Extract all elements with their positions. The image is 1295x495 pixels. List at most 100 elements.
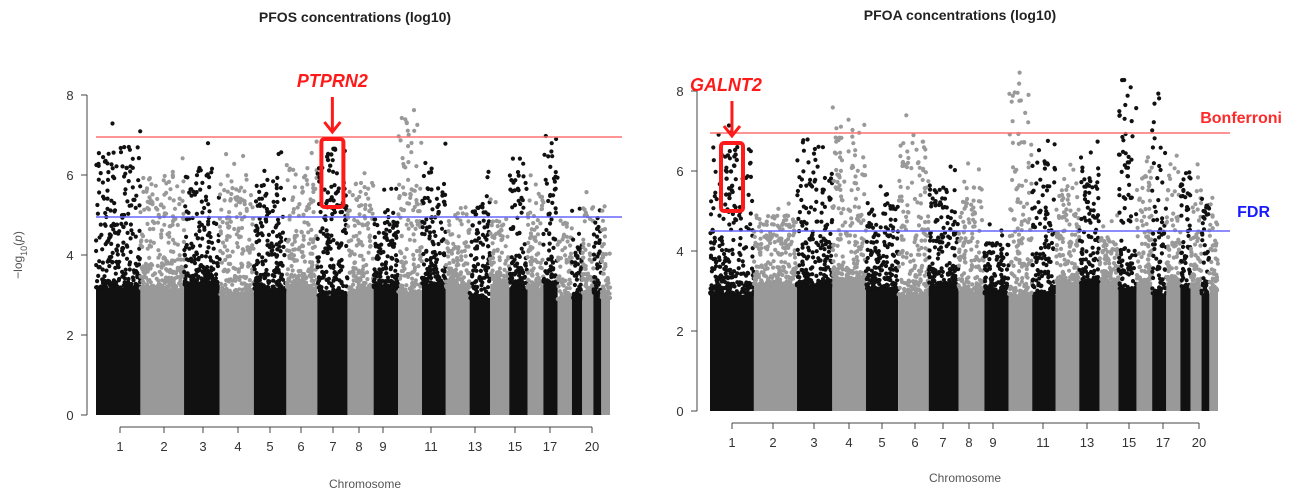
x-tick-label: 2 [160, 439, 167, 454]
chr-22-points [599, 204, 613, 415]
annotation-arrowhead [722, 125, 742, 139]
chr-20-points [580, 190, 596, 415]
chr-14-points [1097, 213, 1121, 411]
pfoa-chart-title: PFOA concentrations (log10) [864, 7, 1056, 23]
annotation-box [719, 141, 745, 213]
chr-11-points [1030, 138, 1058, 411]
y-tick-label: 6 [66, 168, 73, 183]
x-tick-label: 6 [911, 435, 918, 450]
pfos-axes: 0 2 4 6 8 1 2 3 4 5 6 7 8 9 11 13 15 17 20 [66, 88, 599, 454]
pfos-annotation: PTPRN2 [297, 71, 368, 209]
chr-4-points [217, 152, 256, 415]
y-tick-label: 8 [66, 88, 73, 103]
chr-19-points [1178, 170, 1193, 411]
x-tick-label: 5 [266, 439, 273, 454]
pfos-gene-label: PTPRN2 [297, 71, 368, 91]
y-tick-label: 0 [676, 404, 683, 419]
chr-21-points [1199, 196, 1212, 411]
pfoa-axes: 0 2 4 6 8 1 2 3 4 5 6 7 8 9 11 13 15 17 20 [676, 84, 1206, 450]
x-tick-label: 1 [728, 435, 735, 450]
chr-4-points [830, 105, 869, 411]
chr-6-points [896, 113, 931, 411]
chr-9-points [982, 222, 1011, 411]
chr-10-points [1007, 70, 1035, 411]
chr-13-points [1077, 139, 1102, 411]
chr-14-points [488, 197, 511, 415]
x-tick-label: 20 [1192, 435, 1206, 450]
x-tick-label: 11 [1036, 435, 1050, 450]
chr-7-points [926, 164, 961, 411]
chr-6-points [284, 139, 320, 415]
chr-20-points [1188, 162, 1204, 411]
chr-12-points [443, 205, 472, 415]
chr-18-points [555, 218, 574, 415]
pfoa-annotation: GALNT2 [690, 75, 762, 213]
chr-16-points [525, 173, 546, 415]
x-tick-label: 17 [1156, 435, 1170, 450]
pfos-x-axis-label: Chromosome [329, 477, 401, 491]
x-tick-label: 4 [234, 439, 241, 454]
x-tick-label: 3 [810, 435, 817, 450]
chr-12-points [1054, 162, 1082, 411]
x-tick-label: 15 [508, 439, 522, 454]
x-tick-label: 13 [1080, 435, 1094, 450]
chr-8-points [956, 161, 987, 411]
chr-9-points [371, 186, 400, 415]
chr-22-points [1207, 195, 1220, 411]
x-tick-label: 9 [379, 439, 386, 454]
chr-15-points [1116, 77, 1139, 411]
x-tick-label: 11 [424, 439, 438, 454]
chr-3-points [794, 137, 835, 411]
pfoa-gene-label: GALNT2 [690, 75, 762, 95]
pfoa-threshold-lines [710, 132, 1230, 232]
pfos-chart-title: PFOS concentrations (log10) [259, 9, 451, 25]
x-tick-label: 15 [1122, 435, 1136, 450]
x-tick-label: 6 [297, 439, 304, 454]
chr-8-points [345, 171, 376, 415]
y-tick-label: 4 [676, 244, 683, 259]
x-tick-label: 8 [965, 435, 972, 450]
chr-7-points [315, 146, 350, 415]
x-tick-label: 7 [939, 435, 946, 450]
chr-17-points [1150, 91, 1169, 411]
chr-2-points [138, 156, 187, 415]
pfoa-manhattan-plot: PFOA concentrations (log10) Chromosome 0… [676, 7, 1282, 485]
y-tick-label: 0 [66, 408, 73, 423]
chr-15-points [507, 156, 530, 415]
chr-1-points [94, 121, 143, 415]
pfos-threshold-lines [96, 136, 622, 218]
x-tick-label: 1 [116, 439, 123, 454]
x-tick-label: 8 [355, 439, 362, 454]
pfos-y-axis-label: −log10(p) [11, 231, 29, 279]
x-tick-label: 20 [585, 439, 599, 454]
chr-3-points [182, 141, 222, 415]
chr-13-points [467, 169, 492, 415]
chr-11-points [419, 141, 448, 415]
x-tick-label: 7 [329, 439, 336, 454]
y-tick-label: 2 [676, 324, 683, 339]
y-tick-label: 4 [66, 248, 73, 263]
bonferroni-label: Bonferroni [1200, 110, 1282, 127]
annotation-box [319, 137, 346, 209]
chr-5-points [863, 184, 901, 411]
fdr-label: FDR [1237, 204, 1270, 221]
chr-16-points [1134, 155, 1154, 411]
chr-19-points [569, 206, 585, 415]
x-tick-label: 9 [989, 435, 996, 450]
chr-17-points [541, 133, 560, 415]
y-tick-label: 8 [676, 84, 683, 99]
x-tick-label: 5 [878, 435, 885, 450]
x-tick-label: 13 [468, 439, 482, 454]
pfoa-points [708, 70, 1220, 411]
chr-10-points [396, 108, 424, 415]
chr-1-points [708, 123, 756, 411]
y-tick-label: 6 [676, 164, 683, 179]
annotation-arrowhead [323, 121, 342, 135]
y-tick-label: 2 [66, 328, 73, 343]
x-tick-label: 2 [769, 435, 776, 450]
chr-5-points [251, 150, 289, 415]
pfos-manhattan-plot: PFOS concentrations (log10) −log10(p) Ch… [11, 9, 622, 491]
chr-18-points [1164, 153, 1183, 411]
pfos-points [94, 108, 613, 415]
